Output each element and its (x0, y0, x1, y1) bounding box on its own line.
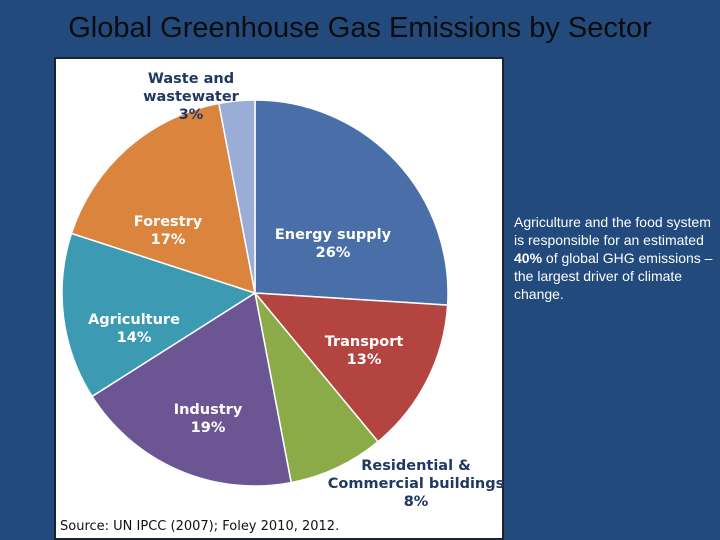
pie-slice (254, 292, 380, 484)
slice-name: Forestry (133, 214, 203, 230)
chart-panel: Source: UN IPCC (2007); Foley 2010, 2012… (54, 57, 504, 540)
slice-value: 17% (150, 232, 186, 248)
slice-name: Agriculture (88, 312, 180, 328)
slice-value: 26% (315, 245, 351, 261)
slice-name: Transport (324, 334, 404, 350)
slice-label: Transport 13% (309, 333, 419, 369)
slice-name: Energy supply (274, 227, 392, 243)
slice-value: 8% (403, 494, 429, 510)
annotation-text: of global GHG emissions – the largest dr… (514, 250, 713, 302)
slice-value: 3% (178, 107, 204, 123)
slice-name: Residential & Commercial buildings (327, 458, 505, 492)
slice-name: Waste and wastewater (143, 71, 239, 105)
slice-label: Energy supply 26% (258, 226, 408, 262)
annotation-highlight: 40% (514, 250, 543, 266)
slice-label: Residential & Commercial buildings 8% (326, 457, 506, 511)
slice-label: Waste and wastewater 3% (121, 70, 261, 124)
annotation-text: Agriculture and the food system is respo… (514, 214, 711, 248)
pie-slice (70, 102, 256, 295)
slice-label: Forestry 17% (118, 213, 218, 249)
slice-name: Industry (173, 402, 243, 418)
pie-slice (61, 232, 257, 398)
annotation: Agriculture and the food system is respo… (514, 213, 719, 303)
pie-chart (61, 99, 449, 487)
slide-title: Global Greenhouse Gas Emissions by Secto… (68, 12, 652, 44)
source: Source: UN IPCC (2007); Foley 2010, 2012… (60, 519, 340, 534)
slice-value: 13% (346, 352, 382, 368)
pie-slice (253, 292, 449, 443)
slice-label: Agriculture 14% (79, 311, 189, 347)
slice-label: Industry 19% (158, 401, 258, 437)
slice-value: 14% (116, 330, 152, 346)
pie-slice (217, 99, 256, 294)
pie-slice (254, 99, 449, 306)
pie-slice (91, 291, 293, 487)
slice-value: 19% (190, 420, 226, 436)
